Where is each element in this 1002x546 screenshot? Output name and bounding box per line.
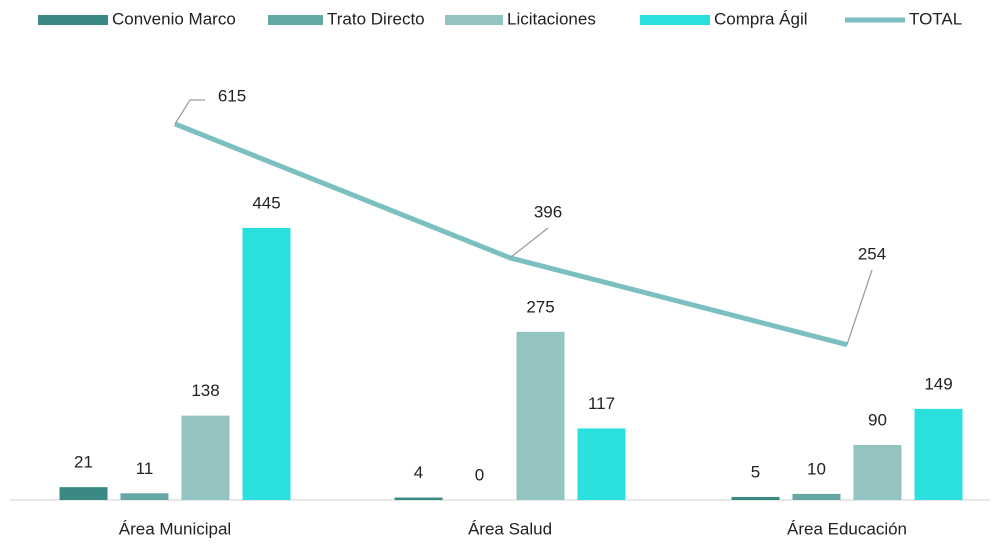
- bar: [914, 408, 963, 500]
- data-label: 254: [858, 244, 886, 263]
- x-tick-label: Área Municipal: [119, 519, 231, 538]
- legend-label: Compra Ágil: [714, 9, 808, 28]
- data-label: 10: [807, 459, 826, 478]
- bar: [792, 493, 841, 500]
- bar: [853, 444, 902, 500]
- leader-line: [174, 99, 205, 125]
- data-label: 4: [414, 463, 423, 482]
- legend-swatch: [445, 15, 503, 25]
- legend-swatch: [268, 15, 323, 25]
- bar: [731, 496, 780, 500]
- legend-swatch: [640, 15, 710, 25]
- data-label: 275: [526, 297, 554, 316]
- legend-swatch: [38, 15, 108, 25]
- bar: [394, 497, 443, 500]
- bar: [577, 428, 626, 500]
- data-label: 138: [191, 381, 219, 400]
- x-tick-label: Área Salud: [468, 519, 552, 538]
- data-label: 5: [751, 462, 760, 481]
- data-label: 149: [924, 374, 952, 393]
- legend-label: TOTAL: [909, 9, 962, 28]
- data-label: 445: [252, 193, 280, 212]
- data-label: 11: [136, 459, 154, 478]
- legend-label: Convenio Marco: [112, 9, 236, 28]
- legend-label: Licitaciones: [507, 9, 596, 28]
- bar: [120, 493, 169, 500]
- data-label: 117: [588, 394, 615, 413]
- bar: [181, 415, 230, 500]
- leader-line: [509, 227, 549, 259]
- data-label: 90: [868, 410, 887, 429]
- bar: [242, 227, 291, 500]
- legend-label: Trato Directo: [327, 9, 425, 28]
- data-label: 21: [74, 453, 93, 472]
- x-tick-label: Área Educación: [787, 519, 907, 538]
- data-label: 396: [534, 202, 562, 221]
- data-label: 615: [218, 86, 246, 105]
- bar: [516, 331, 565, 500]
- leader-line: [846, 269, 873, 345]
- data-label: 0: [475, 465, 484, 484]
- bar: [59, 487, 108, 500]
